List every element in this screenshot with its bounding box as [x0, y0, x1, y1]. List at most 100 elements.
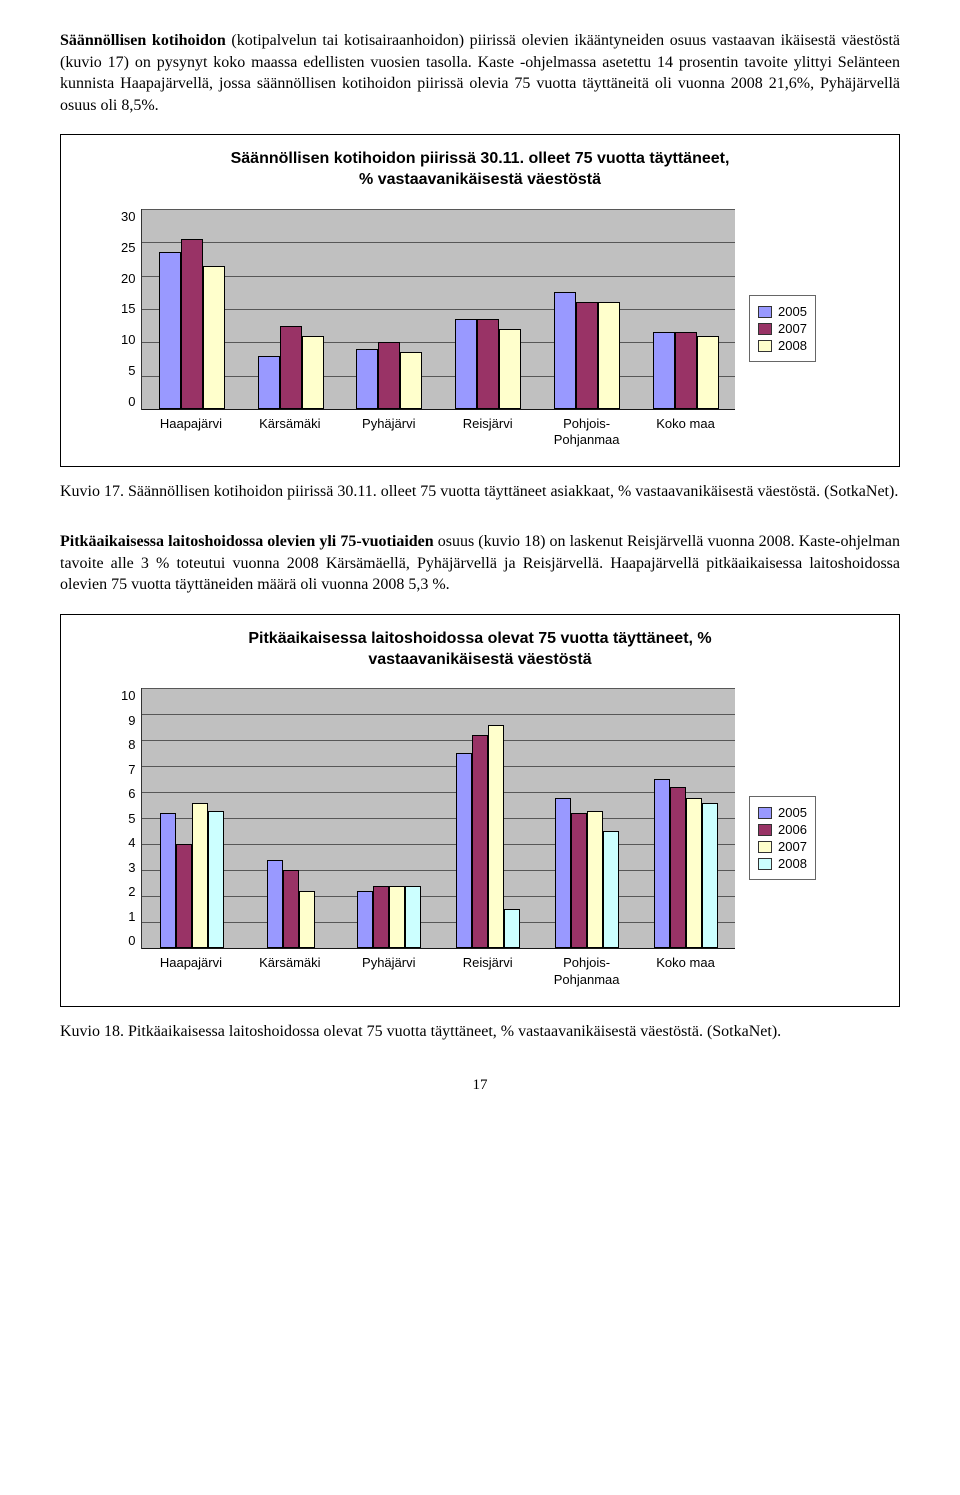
chart-1-legend-inner: 2005 2007 2008 [749, 295, 816, 362]
bar [208, 811, 224, 949]
ytick-label: 10 [121, 332, 135, 347]
bar [400, 352, 422, 409]
legend-swatch [758, 340, 772, 352]
bar [477, 319, 499, 409]
bar [283, 870, 299, 948]
chart-2-legend: 2005 2006 2007 2008 [749, 688, 839, 988]
bar [192, 803, 208, 949]
bar [258, 356, 280, 409]
chart-2-plotwrap: HaapajärviKärsämäkiPyhäjärviReisjärviPoh… [141, 688, 735, 988]
xtick-label: Pohjois-Pohjanmaa [537, 416, 636, 449]
bar [373, 886, 389, 948]
xtick-label: Koko maa [636, 955, 735, 988]
chart-1-yaxis: 302520151050 [121, 209, 141, 409]
legend-item: 2007 [758, 839, 807, 854]
bar [181, 239, 203, 409]
bar-group [340, 688, 439, 948]
bar [697, 336, 719, 409]
chart-1-row: 302520151050 HaapajärviKärsämäkiPyhäjärv… [121, 209, 839, 449]
bar [203, 266, 225, 409]
document-page: Säännöllisen kotihoidon (kotipalvelun ta… [0, 0, 960, 1134]
bar [405, 886, 421, 948]
bar [302, 336, 324, 409]
bar [555, 798, 571, 949]
legend-item: 2005 [758, 805, 807, 820]
chart-2-title: Pitkäaikaisessa laitoshoidossa olevat 75… [121, 629, 839, 671]
xtick-label: Haapajärvi [141, 955, 240, 988]
bar [357, 891, 373, 948]
chart-2-container: Pitkäaikaisessa laitoshoidossa olevat 75… [60, 614, 900, 1007]
legend-label: 2006 [778, 822, 807, 837]
ytick-label: 1 [128, 909, 135, 924]
legend-item: 2007 [758, 321, 807, 336]
bar [356, 349, 378, 409]
ytick-label: 30 [121, 209, 135, 224]
ytick-label: 15 [121, 301, 135, 316]
ytick-label: 6 [128, 786, 135, 801]
ytick-label: 10 [121, 688, 135, 703]
bar [654, 779, 670, 948]
chart-1-plotwrap: HaapajärviKärsämäkiPyhäjärviReisjärviPoh… [141, 209, 735, 449]
ytick-label: 0 [128, 394, 135, 409]
chart-1-title-line2: % vastaavanikäisestä väestöstä [359, 171, 601, 188]
bar [499, 329, 521, 409]
xtick-label: Koko maa [636, 416, 735, 449]
chart-2-caption: Kuvio 18. Pitkäaikaisessa laitoshoidossa… [60, 1021, 900, 1043]
ytick-label: 20 [121, 271, 135, 286]
bar [554, 292, 576, 409]
chart-2-title-line1: Pitkäaikaisessa laitoshoidossa olevat 75… [248, 630, 711, 647]
bar [504, 909, 520, 948]
chart-1-caption: Kuvio 17. Säännöllisen kotihoidon piiris… [60, 481, 900, 503]
xtick-label: Reisjärvi [438, 955, 537, 988]
ytick-label: 4 [128, 835, 135, 850]
paragraph-1: Säännöllisen kotihoidon (kotipalvelun ta… [60, 30, 900, 116]
xtick-label: Haapajärvi [141, 416, 240, 449]
bar [378, 342, 400, 409]
chart-1-title: Säännöllisen kotihoidon piirissä 30.11. … [121, 149, 839, 191]
bar [159, 252, 181, 409]
bar-group [241, 688, 340, 948]
bar [389, 886, 405, 948]
bar-group [537, 209, 636, 409]
legend-swatch [758, 306, 772, 318]
para1-lead: Säännöllisen kotihoidon [60, 32, 226, 49]
chart-1-plot [141, 209, 735, 410]
xtick-label: Kärsämäki [240, 416, 339, 449]
legend-label: 2007 [778, 321, 807, 336]
legend-item: 2008 [758, 856, 807, 871]
bar-group [636, 209, 735, 409]
bar [603, 831, 619, 948]
xtick-label: Pyhäjärvi [339, 416, 438, 449]
legend-item: 2008 [758, 338, 807, 353]
grid-line [142, 948, 735, 949]
chart-2-title-line2: vastaavanikäisestä väestöstä [368, 651, 591, 668]
bar [160, 813, 176, 948]
para2-lead: Pitkäaikaisessa laitoshoidossa olevien y… [60, 533, 434, 550]
ytick-label: 2 [128, 884, 135, 899]
chart-1-title-line1: Säännöllisen kotihoidon piirissä 30.11. … [231, 150, 730, 167]
paragraph-2: Pitkäaikaisessa laitoshoidossa olevien y… [60, 531, 900, 596]
ytick-label: 5 [128, 811, 135, 826]
bar [598, 302, 620, 409]
legend-label: 2008 [778, 856, 807, 871]
bar-group [537, 688, 636, 948]
bar [653, 332, 675, 409]
legend-label: 2005 [778, 304, 807, 319]
bar [686, 798, 702, 949]
ytick-label: 8 [128, 737, 135, 752]
bar [280, 326, 302, 409]
bar [472, 735, 488, 948]
bar [456, 753, 472, 948]
bar [176, 844, 192, 948]
legend-label: 2007 [778, 839, 807, 854]
xtick-label: Pohjois-Pohjanmaa [537, 955, 636, 988]
xtick-label: Reisjärvi [438, 416, 537, 449]
legend-item: 2006 [758, 822, 807, 837]
chart-1-container: Säännöllisen kotihoidon piirissä 30.11. … [60, 134, 900, 467]
bar [455, 319, 477, 409]
ytick-label: 7 [128, 762, 135, 777]
legend-item: 2005 [758, 304, 807, 319]
chart-2-row: 109876543210 HaapajärviKärsämäkiPyhäjärv… [121, 688, 839, 988]
legend-swatch [758, 841, 772, 853]
ytick-label: 3 [128, 860, 135, 875]
